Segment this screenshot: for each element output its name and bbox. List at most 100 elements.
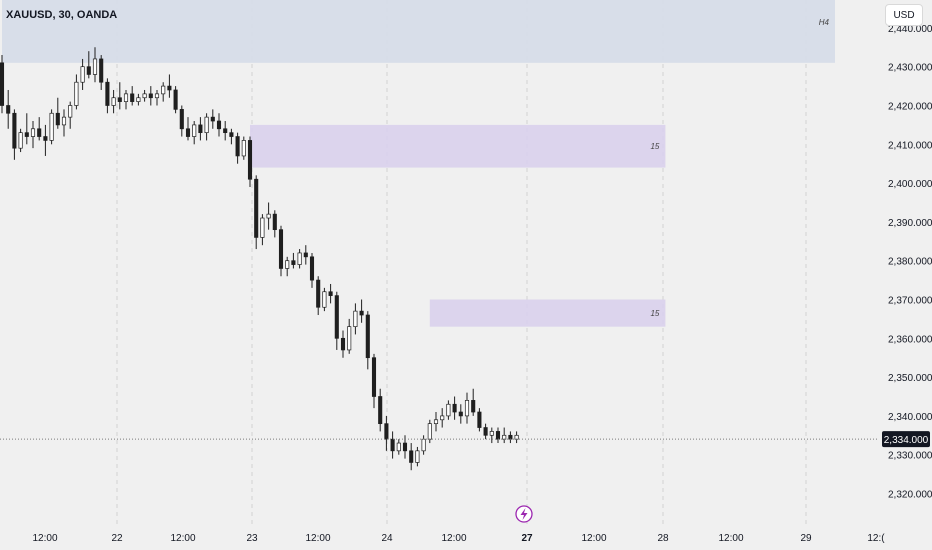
candle-body[interactable] <box>440 415 445 421</box>
candle-body[interactable] <box>514 434 519 440</box>
price-axis-label: 2,350.000 <box>888 373 932 384</box>
candle-body[interactable] <box>402 442 408 452</box>
candle-body[interactable] <box>409 450 414 463</box>
candle-body[interactable] <box>477 411 482 428</box>
candle-body[interactable] <box>254 178 259 238</box>
candle-body[interactable] <box>272 213 277 231</box>
candle-body[interactable] <box>328 291 333 296</box>
candle-body[interactable] <box>235 136 240 157</box>
candle-body[interactable] <box>223 128 228 134</box>
candle-body[interactable] <box>136 97 141 102</box>
candle-body[interactable] <box>123 93 129 102</box>
candle-body[interactable] <box>260 217 265 238</box>
candle-body[interactable] <box>105 81 110 106</box>
candle-body[interactable] <box>229 132 234 137</box>
candle-body[interactable] <box>179 109 184 130</box>
candle-body[interactable] <box>359 310 364 316</box>
candle-body[interactable] <box>421 438 426 452</box>
candle-body[interactable] <box>427 423 432 440</box>
candle-body[interactable] <box>37 128 42 137</box>
candle-body[interactable] <box>216 120 222 130</box>
candle-body[interactable] <box>464 400 470 417</box>
candle-body[interactable] <box>291 260 296 265</box>
candle-body[interactable] <box>309 256 315 281</box>
candle-body[interactable] <box>371 357 377 397</box>
candle-body[interactable] <box>148 93 153 99</box>
candle-body[interactable] <box>99 58 104 83</box>
candle-body[interactable] <box>452 403 457 413</box>
candle-body[interactable] <box>173 89 178 110</box>
candle-body[interactable] <box>241 140 246 157</box>
candle-body[interactable] <box>489 431 494 436</box>
candle-body[interactable] <box>49 112 54 141</box>
candle-body[interactable] <box>340 337 346 351</box>
candle-body[interactable] <box>378 396 383 425</box>
candle-body[interactable] <box>390 438 395 452</box>
time-axis-label: 28 <box>657 533 669 544</box>
candle-body[interactable] <box>117 97 122 102</box>
candle-body[interactable] <box>508 434 513 440</box>
candle-body[interactable] <box>495 431 501 440</box>
candle-body[interactable] <box>297 252 302 265</box>
candle-body[interactable] <box>365 314 370 359</box>
zone-box-15[interactable] <box>429 299 666 327</box>
candle-body[interactable] <box>266 213 271 219</box>
candle-body[interactable] <box>278 229 284 269</box>
candle-body[interactable] <box>446 403 451 417</box>
candle-body[interactable] <box>18 132 23 149</box>
candle-body[interactable] <box>130 93 135 102</box>
candle-body[interactable] <box>316 279 321 308</box>
price-axis-label: 2,410.000 <box>888 140 932 151</box>
time-axis-label: 12:00 <box>170 533 195 544</box>
candle-body[interactable] <box>43 136 48 141</box>
candle-body[interactable] <box>86 66 91 75</box>
candle-body[interactable] <box>6 105 11 114</box>
candle-body[interactable] <box>24 132 29 137</box>
candle-body[interactable] <box>167 85 172 91</box>
candle-body[interactable] <box>247 140 253 180</box>
time-axis-label: 12:( <box>867 533 885 544</box>
candle-body[interactable] <box>415 450 420 463</box>
time-axis-label: 12:00 <box>441 533 466 544</box>
candle-body[interactable] <box>502 434 507 440</box>
candle-body[interactable] <box>285 260 290 269</box>
candle-body[interactable] <box>334 295 339 339</box>
candle-body[interactable] <box>384 423 389 440</box>
time-axis-label: 12:00 <box>581 533 606 544</box>
candle-body[interactable] <box>458 411 463 417</box>
candle-body[interactable] <box>74 81 79 106</box>
candle-body[interactable] <box>12 112 17 149</box>
zone-box-15[interactable] <box>250 124 666 168</box>
candle-body[interactable] <box>303 252 308 258</box>
symbol-title[interactable]: XAUUSD, 30, OANDA <box>6 9 118 21</box>
candle-body[interactable] <box>161 85 166 95</box>
candle-body[interactable] <box>61 116 67 126</box>
candle-body[interactable] <box>433 419 439 425</box>
candle-body[interactable] <box>185 128 191 137</box>
candle-body[interactable] <box>55 112 60 126</box>
candle-body[interactable] <box>204 116 209 134</box>
candle-body[interactable] <box>68 105 73 118</box>
candle-body[interactable] <box>111 97 116 106</box>
candle-body[interactable] <box>80 66 85 83</box>
candle-body[interactable] <box>0 62 5 106</box>
candle-body[interactable] <box>142 93 147 99</box>
zone-box-h4[interactable] <box>2 0 835 63</box>
time-axis-label: 12:00 <box>305 533 330 544</box>
candle-body[interactable] <box>483 427 488 436</box>
time-axis-label: 12:00 <box>32 533 57 544</box>
candle-body[interactable] <box>471 400 476 413</box>
candle-body[interactable] <box>210 116 215 122</box>
candle-body[interactable] <box>198 124 203 134</box>
currency-button[interactable]: USD <box>885 4 923 26</box>
candle-body[interactable] <box>396 442 401 452</box>
candle-body[interactable] <box>353 310 358 328</box>
candle-body[interactable] <box>154 93 160 99</box>
candle-body[interactable] <box>92 58 98 75</box>
candle-body[interactable] <box>347 326 352 351</box>
candle-body[interactable] <box>322 291 327 308</box>
candle-body[interactable] <box>30 128 36 137</box>
candle-body[interactable] <box>192 124 197 137</box>
